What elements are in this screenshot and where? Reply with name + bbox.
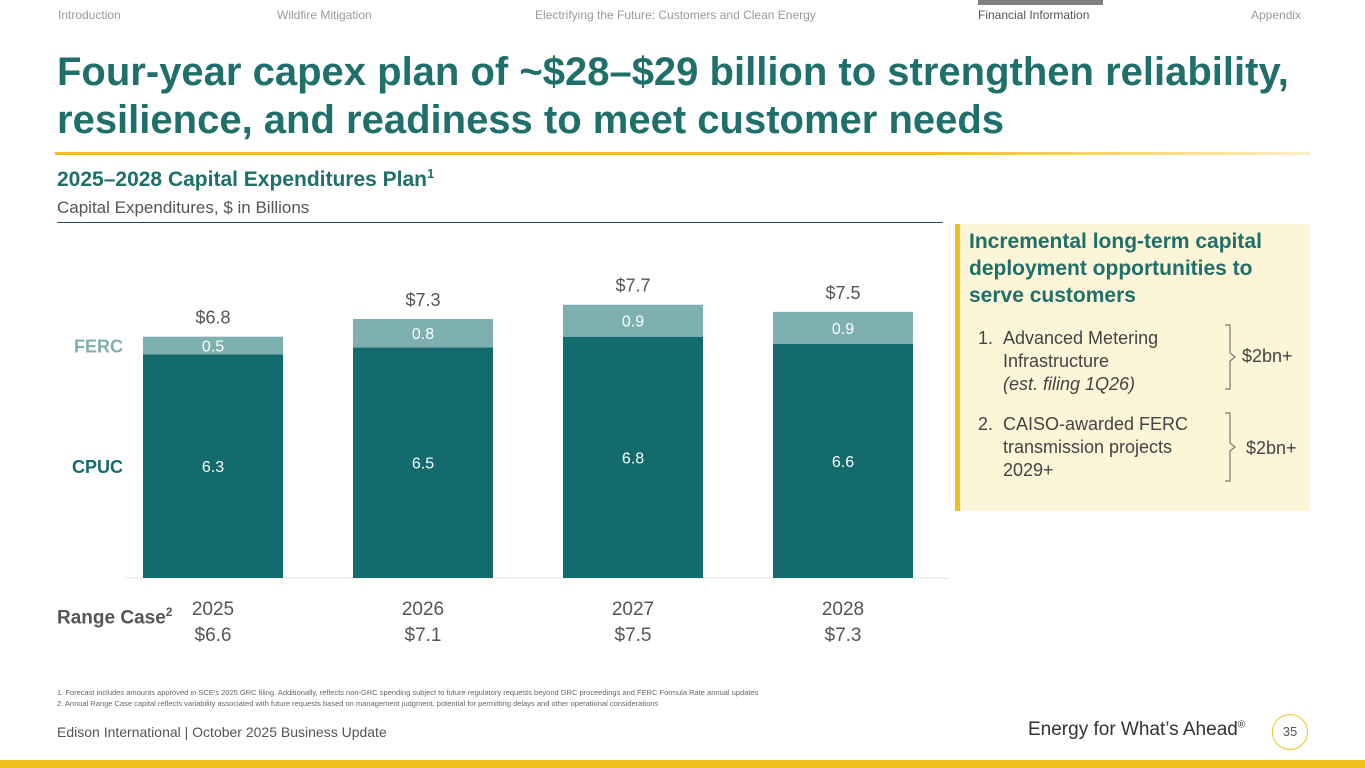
- nav-item-appendix[interactable]: Appendix: [1251, 8, 1302, 22]
- registered-mark: ®: [1237, 719, 1246, 731]
- item-number: 2.: [978, 414, 994, 434]
- incremental-opportunities-panel: Incremental long-term capital deployment…: [955, 224, 1310, 511]
- total-label: $7.5: [825, 283, 860, 303]
- cpuc-bar: [143, 354, 283, 578]
- cpuc-value-label: 6.3: [202, 459, 224, 476]
- footnote-ref-2: 2: [165, 605, 173, 619]
- section-nav: Introduction Wildfire Mitigation Electri…: [0, 0, 1365, 30]
- ferc-bar: [563, 304, 703, 337]
- range-case-value: $7.1: [405, 625, 442, 646]
- footer-tagline-text: Energy for What’s Ahead: [1028, 719, 1238, 740]
- nav-item-introduction[interactable]: Introduction: [58, 8, 121, 22]
- item-1-amount: $2bn+: [1242, 346, 1293, 366]
- range-case-value: $7.5: [615, 625, 652, 646]
- cpuc-value-label: 6.5: [412, 456, 434, 473]
- subtitle-rule: [57, 222, 943, 223]
- ferc-bar: [143, 336, 283, 355]
- cpuc-bar: [353, 347, 493, 578]
- nav-item-financial-information[interactable]: Financial Information: [978, 8, 1090, 22]
- footnotes: 1. Forecast includes amounts approved in…: [57, 688, 758, 709]
- total-label: $7.3: [405, 290, 440, 310]
- cpuc-value-label: 6.6: [832, 454, 854, 471]
- ferc-bar: [353, 318, 493, 348]
- panel-title: Incremental long-term capital deployment…: [969, 230, 1262, 307]
- nav-item-electrifying-the-future[interactable]: Electrifying the Future: Customers and C…: [535, 8, 816, 22]
- range-case-label: Range Case2: [57, 600, 172, 630]
- footer-company: Edison International | October 2025 Busi…: [57, 724, 387, 740]
- item-number: 1.: [978, 328, 994, 348]
- nav-item-wildfire-mitigation[interactable]: Wildfire Mitigation: [277, 8, 372, 22]
- unit-label: Capital Expenditures, $ in Billions: [57, 198, 310, 217]
- range-case-value: $6.6: [195, 625, 232, 646]
- footnote-1: 1. Forecast includes amounts approved in…: [57, 688, 759, 697]
- footnote-2: 2. Annual Range Case capital reflects va…: [57, 698, 659, 708]
- chart-subtitle: 2025–2028 Capital Expenditures Plan1: [57, 166, 434, 192]
- brace-icon: [1225, 324, 1236, 390]
- cpuc-bar: [563, 336, 703, 578]
- range-case-value: $7.3: [825, 625, 862, 646]
- chart-subtitle-text: 2025–2028 Capital Expenditures Plan: [57, 168, 428, 191]
- slide-title: Four-year capex plan of ~$28–$29 billion…: [57, 50, 1289, 142]
- range-case-label-text: Range Case: [57, 607, 166, 629]
- ferc-bar: [773, 311, 913, 344]
- item-label: CAISO-awarded FERC transmission projects…: [1003, 414, 1189, 480]
- item-label: Advanced Metering Infrastructure: [1003, 328, 1159, 371]
- category-label: 2027: [612, 599, 654, 620]
- total-label: $7.7: [615, 276, 650, 296]
- ferc-value-label: 0.9: [622, 314, 644, 331]
- ferc-value-label: 0.8: [412, 326, 434, 343]
- cpuc-value-label: 6.8: [622, 450, 644, 467]
- capex-stacked-bar-chart: 6.3 0.5 $6.8 2025 $6.6 6.5 0.8 $7.3 2026 $7.1 6.8 0…: [72, 276, 948, 646]
- legend-label-ferc: FERC: [74, 337, 123, 357]
- brace-icon: [1225, 412, 1236, 482]
- category-label: 2028: [822, 599, 864, 620]
- category-label: 2026: [402, 599, 444, 620]
- category-label: 2025: [192, 599, 234, 620]
- nav-active-indicator: [978, 0, 1103, 5]
- item-text: Advanced Metering Infrastructure (est. f…: [1003, 327, 1203, 396]
- footer-tagline: Energy for What’s Ahead®: [1028, 719, 1245, 741]
- page-number: 35: [1272, 714, 1308, 750]
- ferc-value-label: 0.5: [202, 339, 224, 356]
- panel-accent-bar: [955, 224, 960, 511]
- bottom-accent-bar: [0, 760, 1365, 768]
- legend-label-cpuc: CPUC: [72, 457, 123, 477]
- item-2-amount: $2bn+: [1246, 438, 1297, 458]
- cpuc-bar: [773, 343, 913, 578]
- item-note: (est. filing 1Q26): [1003, 374, 1136, 394]
- footnote-ref-1: 1: [427, 166, 435, 181]
- title-rule: [55, 152, 1310, 155]
- ferc-value-label: 0.9: [832, 321, 854, 338]
- total-label: $6.8: [195, 308, 230, 328]
